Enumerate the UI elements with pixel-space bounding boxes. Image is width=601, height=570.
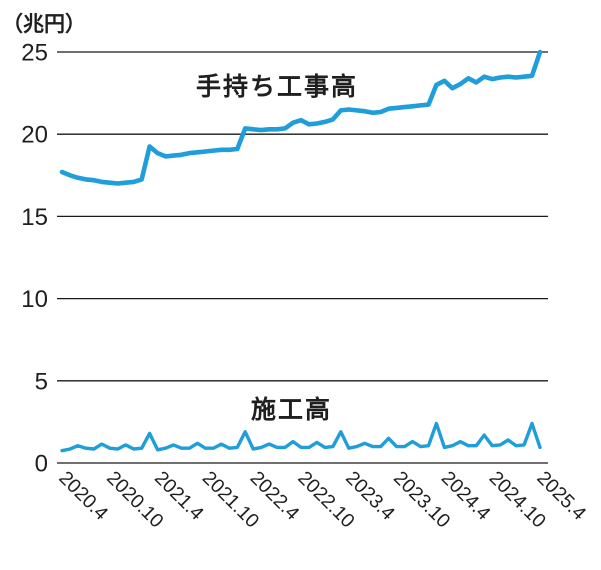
series-line-backlog <box>59 49 543 186</box>
y-tick-label-5: 5 <box>35 368 48 395</box>
y-tick-label-0: 0 <box>35 451 48 478</box>
y-tick-label-20: 20 <box>21 122 48 149</box>
y-tick-label-15: 15 <box>21 204 48 231</box>
series-line-construction-volume <box>60 421 542 453</box>
y-tick-label-25: 25 <box>21 40 48 67</box>
x-tick-label-2020.4: 2020.4 <box>54 467 112 525</box>
series-label-backlog: 手持ち工事高 <box>196 73 359 101</box>
y-axis-unit-label: （兆円） <box>2 13 86 36</box>
series-label-construction-volume: 施工高 <box>251 396 333 424</box>
y-tick-label-10: 10 <box>21 286 48 313</box>
